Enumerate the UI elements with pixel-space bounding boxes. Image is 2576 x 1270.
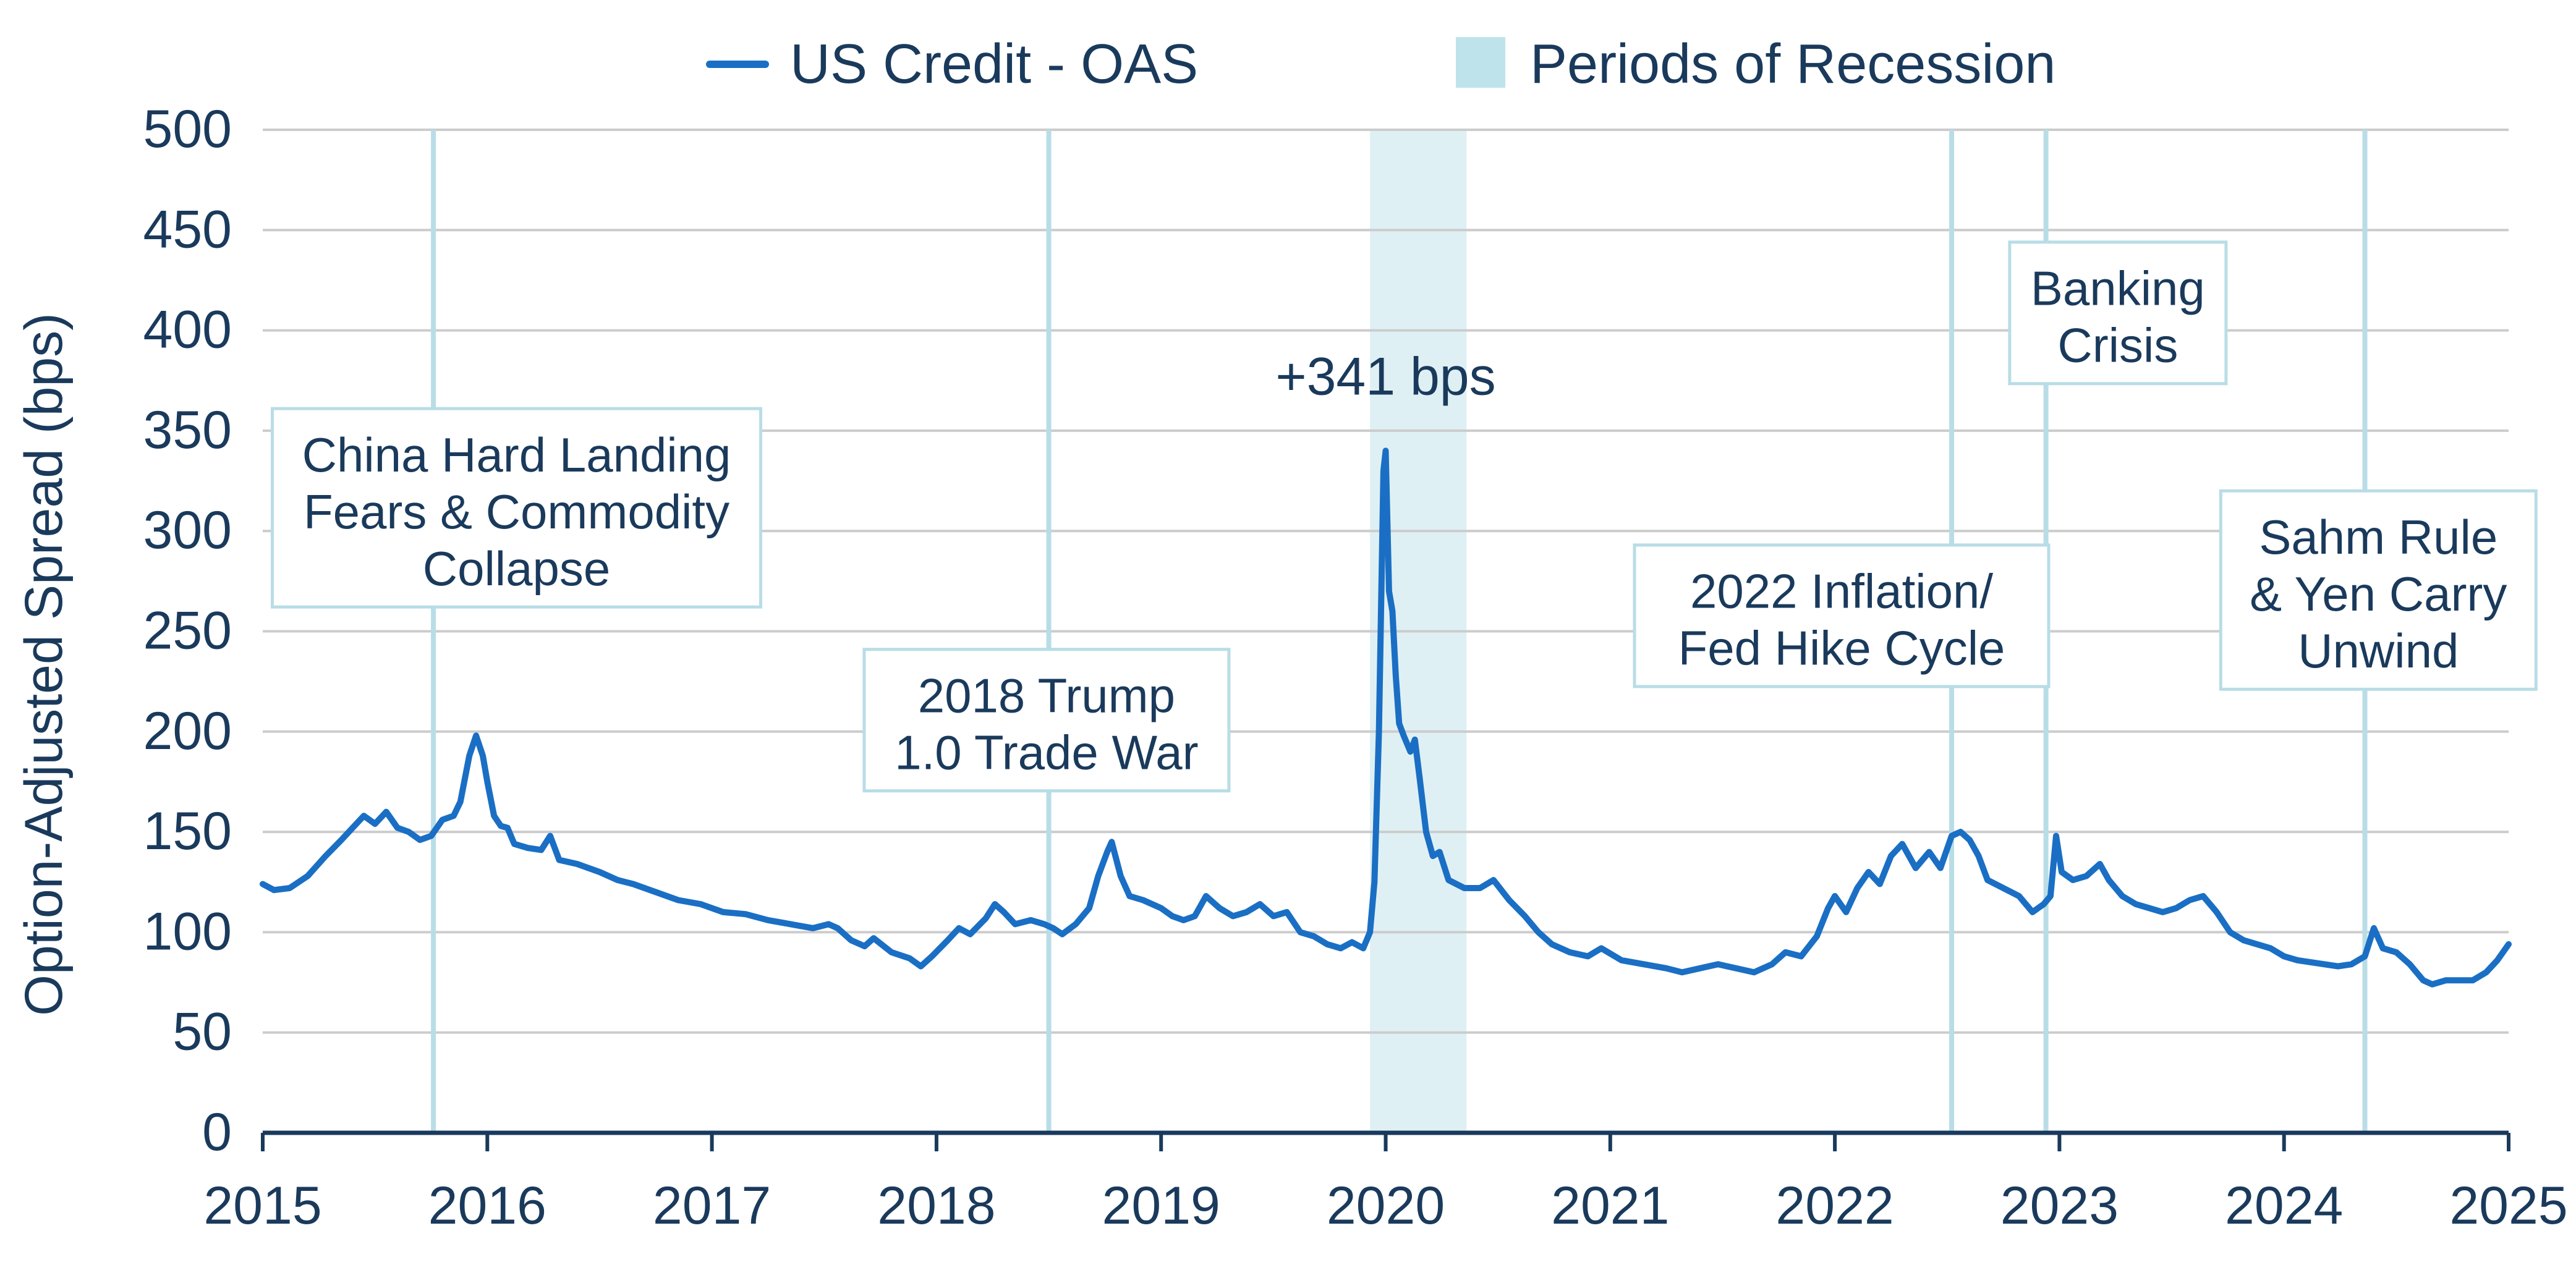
x-tick-label: 2017 — [653, 1176, 771, 1235]
x-tick-label: 2018 — [877, 1176, 995, 1235]
x-tick-label: 2015 — [203, 1176, 321, 1235]
annotation-box: 2022 Inflation/Fed Hike Cycle — [1633, 543, 2051, 688]
annotation-label: Banking — [2031, 261, 2205, 316]
annotation-label: China Hard Landing — [302, 428, 731, 482]
legend-label-oas: US Credit - OAS — [790, 33, 1198, 95]
peak-label: +341 bps — [1275, 347, 1495, 406]
y-tick-label: 450 — [143, 200, 232, 259]
x-tick-label: 2025 — [2449, 1176, 2567, 1235]
x-tick-label: 2024 — [2225, 1176, 2343, 1235]
y-tick-label: 400 — [143, 300, 232, 360]
annotation-label: Fed Hike Cycle — [1678, 621, 2005, 675]
annotation-label: 2022 Inflation/ — [1690, 564, 1993, 619]
y-tick-label: 0 — [202, 1103, 232, 1162]
x-tick-label: 2021 — [1551, 1176, 1669, 1235]
y-axis-title: Option-Adjusted Spread (bps) — [14, 313, 74, 1016]
y-tick-label: 250 — [143, 601, 232, 661]
legend: US Credit - OAS Periods of Recession — [706, 33, 2055, 95]
x-tick-label: 2022 — [1775, 1176, 1894, 1235]
y-tick-label: 300 — [143, 501, 232, 560]
annotation-frame — [271, 407, 763, 609]
annotation-label: Unwind — [2298, 624, 2459, 678]
annotation-label: 2018 Trump — [918, 668, 1175, 722]
y-tick-label: 500 — [143, 99, 232, 159]
annotation-frame — [1633, 543, 2051, 688]
y-tick-label: 350 — [143, 400, 232, 460]
annotation-frame — [862, 648, 1231, 793]
annotation-label: Fears & Commodity — [304, 485, 729, 539]
annotation-frame — [2008, 240, 2228, 386]
y-tick-label: 200 — [143, 701, 232, 761]
legend-label-recession: Periods of Recession — [1530, 33, 2055, 95]
x-tick-label: 2019 — [1102, 1176, 1220, 1235]
x-tick-label: 2016 — [428, 1176, 546, 1235]
y-tick-label: 50 — [172, 1002, 232, 1062]
y-tick-label: 100 — [143, 902, 232, 961]
annotation-label: Sahm Rule — [2259, 510, 2497, 564]
x-tick-label: 2023 — [2000, 1176, 2119, 1235]
annotation-label: & Yen Carry — [2250, 567, 2507, 621]
axes-layer: 0 50 100 150 200 250 300 350 400 450 500 2015 2016 20… — [143, 99, 2568, 1235]
annotation-frame — [2219, 489, 2538, 691]
annotation-label: Crisis — [2057, 318, 2178, 373]
oas-series-line — [260, 447, 2512, 988]
legend-recession-swatch — [1456, 37, 1505, 88]
annotation-label: Collapse — [423, 541, 611, 596]
annotation-label: 1.0 Trade War — [895, 725, 1198, 779]
y-tick-label: 150 — [143, 802, 232, 861]
x-tick-label: 2020 — [1327, 1176, 1445, 1235]
series-layer — [260, 447, 2512, 988]
